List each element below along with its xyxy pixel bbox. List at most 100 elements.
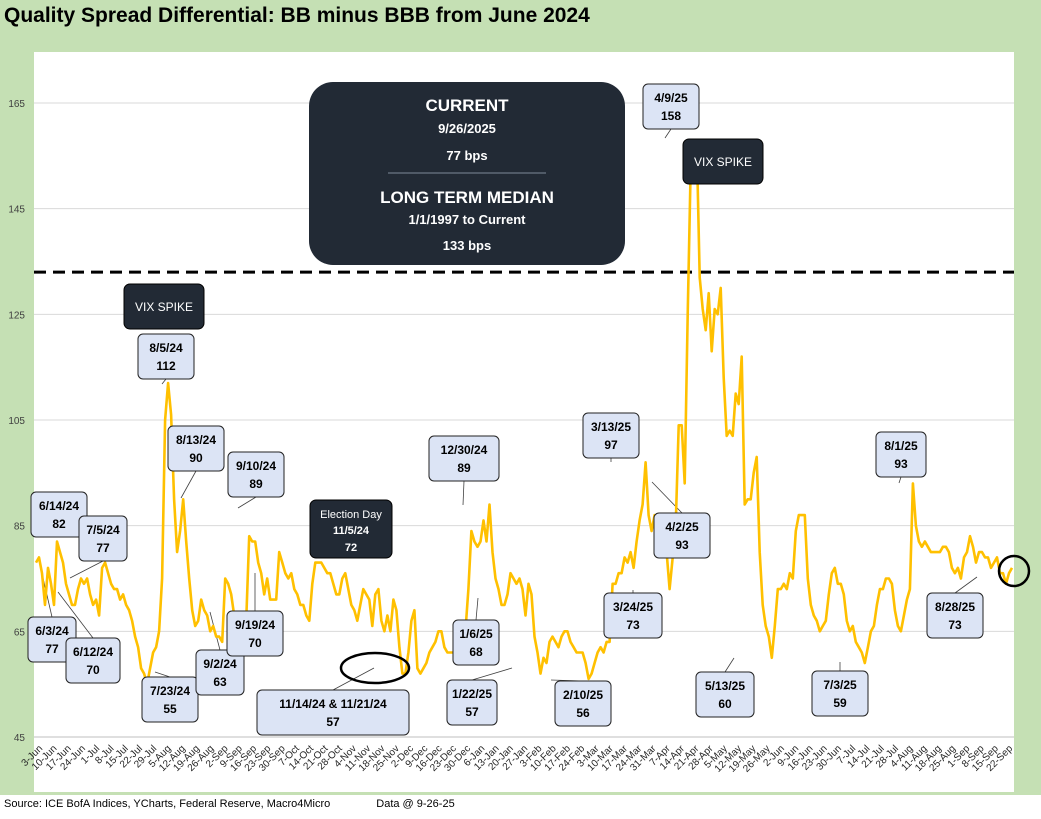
callout-date: 6/14/24 [39, 499, 79, 513]
callout-value: 93 [675, 538, 689, 552]
callout-date: 4/2/25 [665, 520, 699, 534]
callout-box [30, 491, 88, 538]
callout-label: 2/10/25 56 [554, 680, 612, 727]
callout-box [227, 451, 285, 498]
callout-connector [154, 671, 171, 678]
callout-box [137, 333, 195, 380]
y-tick-label: 65 [14, 627, 26, 638]
callout-value: 70 [86, 663, 100, 677]
callout-box [875, 431, 927, 478]
callout-box [811, 670, 869, 717]
source-note: Source: ICE BofA Indices, YCharts, Feder… [4, 798, 331, 810]
callout-box [428, 435, 500, 482]
median-heading: LONG TERM MEDIAN [380, 188, 554, 207]
callout-box [65, 637, 121, 684]
callout-connector [69, 560, 104, 579]
callout-value: 57 [465, 705, 479, 719]
y-tick-label: 105 [8, 416, 25, 427]
svg-text:11/5/24: 11/5/24 [333, 525, 370, 537]
x-axis: 3-Jun10-Jun17-Jun24-Jun1-Jul8-Jul15-Jul2… [20, 743, 1016, 775]
callout-box [603, 592, 663, 639]
callout-label: 3/13/25 97 [582, 412, 640, 459]
callout-date: 6/12/24 [73, 645, 113, 659]
callout-label: 8/13/24 90 [167, 425, 225, 472]
callout-value: 89 [249, 477, 263, 491]
election-day-label: Election Day 11/5/24 72 [309, 499, 393, 559]
callout-label: 6/12/24 70 [65, 637, 121, 684]
callout-date: 2/10/25 [563, 688, 603, 702]
callout-box [446, 679, 498, 726]
callout-date: 9/10/24 [236, 459, 276, 473]
callout-label: 7/3/25 59 [811, 670, 869, 717]
callout-date: 8/13/24 [176, 433, 216, 447]
callout-date: 7/3/25 [823, 678, 857, 692]
callout-label: 8/1/25 93 [875, 431, 927, 478]
callout-value: 89 [457, 461, 471, 475]
callout-value: 59 [833, 696, 847, 710]
y-axis: 45 65 85 105 125 145 165 [8, 99, 25, 744]
callout-label: 9/2/24 63 [195, 649, 245, 696]
current-value: 77 bps [446, 148, 487, 163]
callout-connector [180, 470, 197, 499]
callout-label: 6/3/24 77 [27, 616, 77, 663]
chart-title: Quality Spread Differential: BB minus BB… [4, 4, 590, 27]
y-tick-label: 165 [8, 99, 25, 110]
line-chart: 45 65 85 105 125 145 165 3-Jun10-Jun17-Jun24-J… [8, 82, 1031, 775]
callout-value: 73 [626, 618, 640, 632]
callout-date: 11/14/24 & 11/21/24 [279, 697, 387, 711]
callout-label: 4/2/25 93 [653, 512, 711, 559]
callout-label: 11/14/24 & 11/21/24 57 [256, 689, 410, 736]
callout-box [554, 680, 612, 727]
callout-date: 7/23/24 [150, 684, 190, 698]
callouts: 6/14/24 82 7/5/24 77 6/3/24 77 6/12/24 70 8/5/24… [27, 83, 984, 736]
median-value: 133 bps [443, 238, 491, 253]
svg-text:VIX SPIKE: VIX SPIKE [135, 300, 193, 314]
nov-trough-circle [339, 651, 411, 685]
callout-date: 9/19/24 [235, 618, 275, 632]
callout-label: 1/22/25 57 [446, 679, 498, 726]
footer: Source: ICE BofA Indices, YCharts, Feder… [4, 798, 455, 810]
y-tick-label: 85 [14, 522, 26, 533]
callout-date: 1/6/25 [459, 627, 493, 641]
callout-label: 5/13/25 60 [695, 671, 755, 718]
callout-value: 77 [96, 541, 110, 555]
callout-value: 90 [189, 451, 203, 465]
vix-spike-label-1: VIX SPIKE [123, 283, 205, 330]
callout-value: 68 [469, 645, 483, 659]
vix-spike-label-2: VIX SPIKE [682, 138, 764, 185]
callout-value: 55 [163, 702, 177, 716]
callout-date: 1/22/25 [452, 687, 492, 701]
callout-value: 60 [718, 697, 732, 711]
callout-date: 3/13/25 [591, 420, 631, 434]
callout-value: 70 [248, 636, 262, 650]
callout-connector [161, 378, 167, 385]
callout-connector [462, 480, 465, 506]
median-range: 1/1/1997 to Current [408, 212, 526, 227]
callout-box [926, 592, 984, 639]
callout-label: 7/23/24 55 [141, 676, 199, 723]
callout-value: 158 [661, 109, 681, 123]
current-date: 9/26/2025 [438, 121, 496, 136]
callout-value: 73 [948, 618, 962, 632]
callout-label: 12/30/24 89 [428, 435, 500, 482]
callout-box [78, 515, 128, 562]
callout-box [195, 649, 245, 696]
callout-value: 57 [326, 715, 340, 729]
callout-connector [898, 476, 902, 484]
callout-date: 7/5/24 [86, 523, 120, 537]
callout-label: 3/24/25 73 [603, 592, 663, 639]
callout-connector [724, 657, 735, 673]
callout-box [642, 83, 700, 130]
callout-value: 56 [576, 706, 590, 720]
callout-box [695, 671, 755, 718]
current-point-circle [997, 554, 1031, 588]
callout-value: 112 [156, 359, 176, 373]
callout-box [256, 689, 410, 736]
callout-value: 93 [894, 457, 908, 471]
callout-connector [664, 128, 672, 139]
svg-text:72: 72 [345, 542, 357, 554]
callout-box [582, 412, 640, 459]
y-tick-label: 125 [8, 310, 25, 321]
callout-label: 1/6/25 68 [452, 619, 500, 666]
callout-label: 9/19/24 70 [226, 610, 284, 657]
